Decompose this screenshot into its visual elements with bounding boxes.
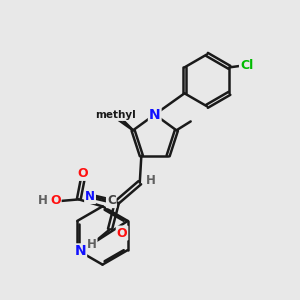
Text: N: N: [74, 244, 86, 258]
Text: H: H: [146, 174, 156, 187]
Text: N: N: [85, 190, 95, 203]
Text: methyl: methyl: [115, 116, 120, 118]
Text: O: O: [50, 194, 61, 208]
Text: N: N: [149, 107, 161, 122]
Text: methyl: methyl: [117, 114, 122, 115]
Text: H: H: [38, 194, 48, 208]
Text: methyl: methyl: [95, 110, 136, 120]
Text: H: H: [87, 238, 97, 251]
Text: O: O: [117, 226, 127, 239]
Text: O: O: [77, 167, 88, 180]
Text: Cl: Cl: [240, 59, 253, 72]
Text: C: C: [107, 194, 116, 207]
